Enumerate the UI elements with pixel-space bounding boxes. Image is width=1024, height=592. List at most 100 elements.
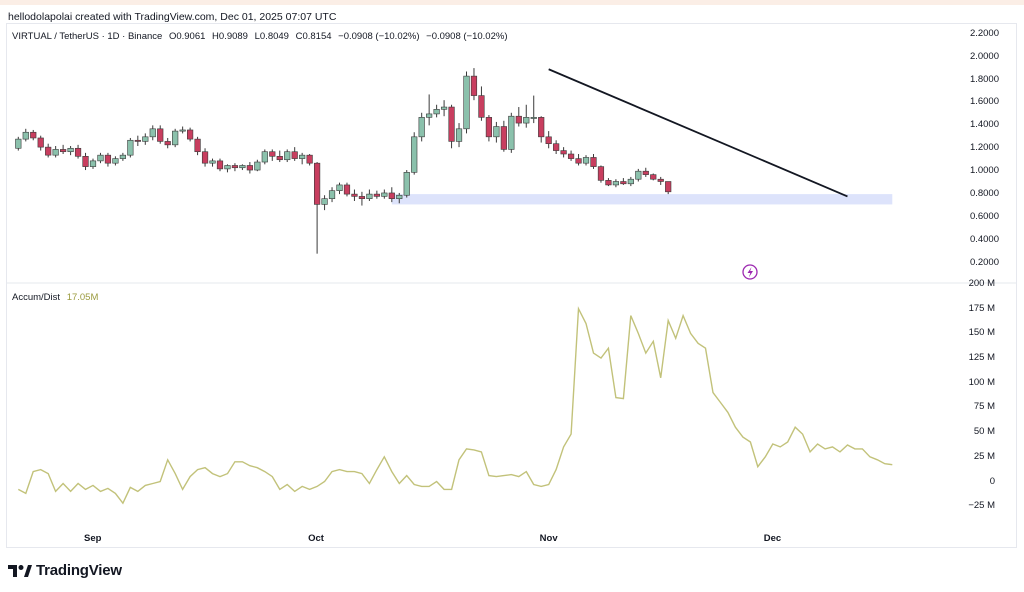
- candle-down: [560, 150, 567, 155]
- change-value-repeat: −0.0908 (−10.02%): [426, 31, 508, 42]
- candle-up: [582, 157, 590, 164]
- lightning-icon[interactable]: [742, 264, 758, 280]
- creator-line: hellodolapolai created with TradingView.…: [8, 11, 337, 23]
- candle-down: [470, 75, 478, 96]
- resistance-trendline: [548, 68, 848, 198]
- candle-down: [104, 154, 112, 164]
- price-axis-label: 1.8000: [969, 73, 999, 85]
- candle-down: [82, 156, 89, 167]
- candle-down: [306, 154, 313, 164]
- candle-down: [538, 117, 545, 138]
- candle-up: [112, 158, 119, 164]
- time-axis-label: Sep: [84, 533, 102, 544]
- price-axis-label: 1.0000: [969, 165, 999, 177]
- candle-down: [30, 131, 37, 139]
- candle-down: [343, 184, 351, 195]
- candle-down: [194, 138, 201, 153]
- price-axis-label: 0.8000: [969, 188, 999, 200]
- price-axis-label: 2.0000: [969, 50, 999, 62]
- candle-down: [201, 151, 209, 164]
- candle-up: [127, 139, 134, 156]
- accum-dist-line: [17, 306, 893, 505]
- indicator-axis-label: 125 M: [968, 352, 995, 364]
- candle-up: [411, 136, 418, 173]
- candle-down: [358, 196, 366, 199]
- candle-down: [650, 174, 657, 180]
- candle-up: [179, 129, 186, 132]
- candle-down: [291, 151, 298, 159]
- candle-up: [635, 170, 642, 180]
- candle-up: [15, 138, 22, 149]
- price-axis-label: 2.2000: [969, 27, 999, 39]
- price-axis-label: 1.6000: [969, 96, 999, 108]
- candle-up: [119, 154, 126, 159]
- candle-down: [373, 193, 380, 197]
- low-value: L0.8049: [254, 31, 289, 42]
- candle-down: [620, 181, 627, 185]
- change-value: −0.0908 (−10.02%): [338, 31, 420, 42]
- candle-up: [52, 149, 59, 156]
- candle-down: [164, 141, 171, 146]
- candle-down: [545, 136, 552, 144]
- candle-down: [642, 170, 649, 175]
- indicator-axis-label: 50 M: [973, 426, 995, 438]
- candle-down: [388, 192, 395, 199]
- indicator-name: Accum/Dist: [12, 292, 61, 303]
- candle-up: [142, 136, 149, 142]
- support-zone: [391, 194, 893, 205]
- indicator-legend[interactable]: Accum/Dist 17.05M: [12, 292, 98, 303]
- candle-down: [37, 137, 44, 148]
- price-axis-label: 0.6000: [969, 211, 999, 222]
- candle-down: [597, 166, 605, 181]
- chart-frame: [6, 23, 1017, 548]
- candle-up: [149, 128, 156, 138]
- price-axis-label: 1.4000: [969, 119, 999, 131]
- candle-up: [612, 181, 619, 186]
- brand-wordmark: TradingView: [36, 562, 122, 579]
- indicator-axis-label: 25 M: [973, 450, 995, 462]
- candle-up: [508, 115, 515, 150]
- candle-down: [216, 160, 224, 170]
- candle-up: [97, 154, 104, 162]
- candle-down: [187, 129, 194, 140]
- symbol-label[interactable]: VIRTUAL / TetherUS · 1D · Binance: [12, 31, 163, 42]
- candle-up: [254, 161, 261, 171]
- candle-up: [284, 151, 291, 161]
- candle-down: [246, 165, 253, 171]
- indicator-axis-label: 150 M: [968, 327, 995, 339]
- candle-down: [665, 181, 672, 193]
- price-axis-label: 1.2000: [969, 142, 999, 154]
- candle-down: [485, 117, 493, 138]
- candle-up: [22, 131, 29, 140]
- candle-up: [396, 194, 403, 199]
- candle-up: [328, 190, 336, 199]
- candle-down: [276, 156, 283, 161]
- time-axis-label: Nov: [539, 533, 558, 544]
- candle-down: [567, 153, 575, 159]
- candle-up: [239, 165, 246, 169]
- candle-up: [523, 117, 530, 124]
- candle-down: [269, 151, 276, 157]
- candle-down: [500, 126, 507, 150]
- candle-down: [157, 128, 164, 142]
- candle-down: [74, 147, 82, 157]
- price-legend: VIRTUAL / TetherUS · 1D · Binance O0.906…: [12, 31, 511, 42]
- candle-down: [231, 165, 239, 169]
- indicator-axis-label: 200 M: [968, 278, 995, 289]
- indicator-axis-label: 75 M: [973, 401, 995, 413]
- indicator-axis-label: −25 M: [968, 500, 995, 512]
- close-value: C0.8154: [295, 31, 332, 42]
- candle-down: [553, 143, 560, 151]
- candle-down: [134, 139, 141, 142]
- indicator-axis-label: 0: [989, 475, 995, 487]
- candle-up: [426, 113, 433, 118]
- indicator-axis-label: 175 M: [968, 302, 995, 314]
- candle-down: [60, 149, 67, 153]
- candle-up: [455, 128, 463, 142]
- price-axis-label: 0.2000: [969, 256, 999, 268]
- candle-up: [209, 160, 216, 164]
- candle-down: [313, 162, 321, 205]
- candle-down: [605, 180, 612, 186]
- top-accent-bar: [0, 0, 1024, 5]
